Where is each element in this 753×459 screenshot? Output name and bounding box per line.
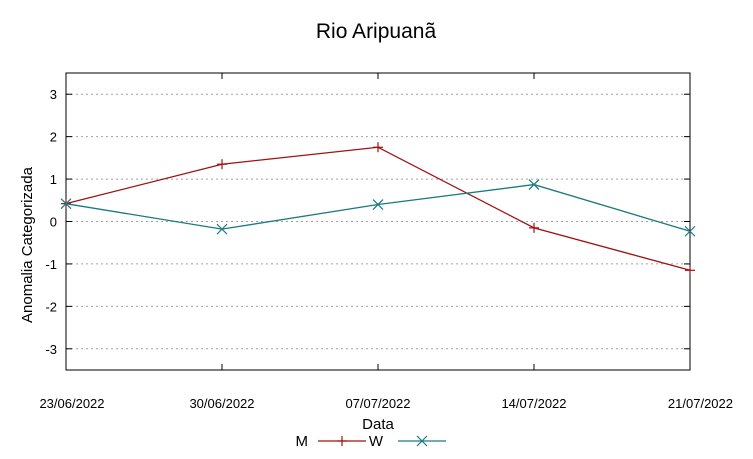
legend-label: M	[296, 433, 309, 450]
data-point	[60, 198, 72, 210]
y-tick-label: 1	[50, 172, 57, 187]
legend-item-w: W	[369, 433, 446, 450]
data-point	[684, 225, 696, 237]
data-point	[528, 179, 540, 191]
series-line	[65, 146, 691, 271]
y-tick-label: 3	[50, 87, 57, 102]
data-point	[372, 199, 384, 210]
series-layer	[60, 142, 696, 276]
y-axis-title: Anomalia Categorizada	[19, 166, 36, 323]
y-tick-label: 2	[50, 130, 57, 145]
x-axis-ticks: 23/06/2022 30/06/2022 07/07/2022 14/07/2022…	[39, 73, 733, 411]
x-tick-label: 21/07/2022	[668, 396, 733, 411]
x-axis-title: Data	[362, 416, 394, 433]
series-line	[65, 183, 691, 232]
data-point	[216, 223, 228, 235]
data-point	[416, 435, 428, 447]
x-tick-label: 30/06/2022	[189, 396, 254, 411]
grid-lines	[66, 93, 690, 350]
x-tick-label: 23/06/2022	[39, 396, 104, 411]
y-tick-label: -1	[45, 257, 57, 272]
y-tick-label: -2	[45, 299, 57, 314]
series-m	[61, 142, 695, 276]
legend-label: W	[369, 433, 384, 450]
series-w	[60, 179, 696, 237]
y-tick-label: 0	[50, 215, 57, 230]
y-axis-ticks: 3 2 1 0 -1 -2 -3	[45, 87, 690, 357]
legend-item-m: M	[296, 433, 366, 450]
x-tick-label: 14/07/2022	[501, 396, 566, 411]
y-tick-label: -3	[45, 342, 57, 357]
chart-title: Rio Aripuanã	[316, 20, 437, 43]
x-tick-label: 07/07/2022	[345, 396, 410, 411]
